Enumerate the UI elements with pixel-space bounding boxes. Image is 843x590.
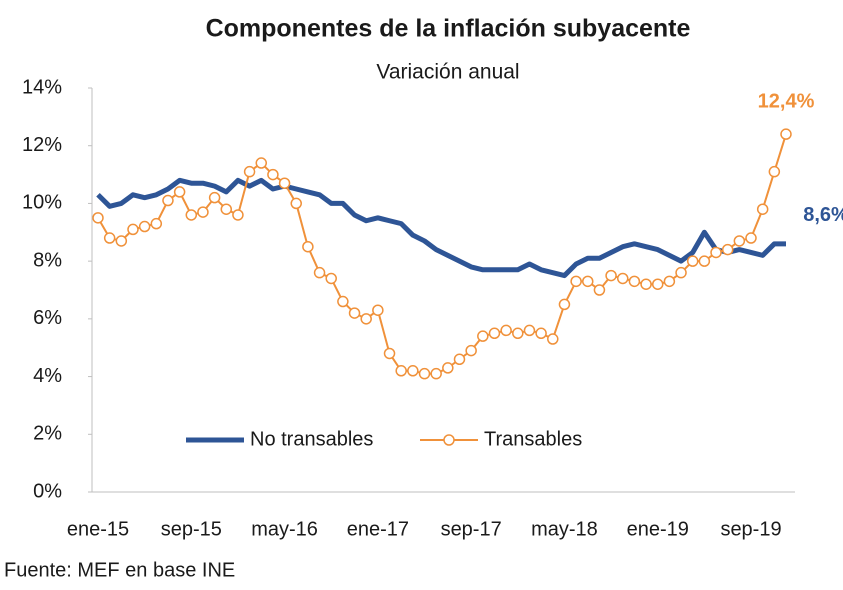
data-point [208,191,221,204]
data-point [302,240,314,253]
data-point [150,217,163,230]
x-tick-label: sep-15 [161,518,222,540]
data-point [103,232,116,244]
data-point [616,272,629,285]
y-tick-label: 10% [22,192,62,214]
data-point [383,347,396,360]
data-point [418,367,431,380]
legend-label: No transables [250,428,373,450]
chart-subtitle: Variación anual [376,61,519,84]
data-point [92,212,104,224]
data-point [372,304,384,316]
value-label: 8,6% [803,204,843,226]
x-tick-label: ene-19 [627,518,689,540]
data-point [488,327,501,340]
data-point [547,333,559,345]
data-point [325,272,337,285]
data-point [721,243,734,256]
data-point [500,324,512,337]
data-point [243,165,256,178]
data-point [605,269,617,282]
data-point [138,220,151,233]
y-tick-label: 14% [22,76,62,98]
data-point [512,327,524,340]
chart-title: Componentes de la inflación subyacente [206,15,691,43]
data-point [290,197,302,210]
data-point [710,246,722,259]
data-point [313,266,326,279]
data-point [255,157,268,169]
value-label: 12,4% [758,90,815,112]
data-point [407,365,419,377]
data-point [570,275,582,288]
data-point [162,194,174,207]
data-point [127,223,139,236]
data-point [430,367,442,380]
data-point [360,313,372,325]
x-tick-label: may-16 [251,518,318,540]
data-point [628,275,641,288]
y-tick-label: 0% [33,480,62,502]
data-point [395,365,407,377]
data-point [698,255,711,267]
data-point [173,186,186,198]
data-point [278,177,291,189]
data-point [651,278,664,290]
data-point [768,165,781,178]
source-note: Fuente: MEF en base INE [4,559,235,581]
data-point [232,209,244,221]
x-tick-label: sep-19 [720,518,781,540]
data-point [465,344,477,357]
data-point [453,353,466,366]
data-point [733,235,746,247]
data-point [675,266,687,279]
x-tick-label: ene-15 [67,518,129,540]
data-point [593,284,606,296]
data-point [745,232,757,244]
data-point [535,327,547,340]
data-point [115,235,128,247]
legend-marker [443,434,455,446]
data-point [442,362,454,374]
data-point [686,255,699,267]
data-point [477,330,489,342]
data-point [348,307,361,319]
y-tick-label: 8% [33,249,62,271]
data-point [185,209,198,221]
x-tick-label: may-18 [531,518,598,540]
data-point [197,206,209,218]
data-point [640,278,652,290]
series-line [96,177,786,279]
data-point [523,324,536,337]
data-point [337,295,349,308]
data-point [558,298,571,311]
data-point [220,203,233,215]
legend-label: Transables [484,428,582,450]
x-tick-label: sep-17 [441,518,502,540]
y-tick-label: 2% [33,423,62,445]
y-tick-label: 4% [33,365,62,387]
data-point [663,275,676,288]
y-tick-label: 6% [33,307,62,329]
data-point [582,275,594,288]
data-point [267,168,279,181]
x-tick-label: ene-17 [347,518,409,540]
data-point [756,203,769,215]
data-point [780,128,792,140]
y-tick-label: 12% [22,134,62,156]
